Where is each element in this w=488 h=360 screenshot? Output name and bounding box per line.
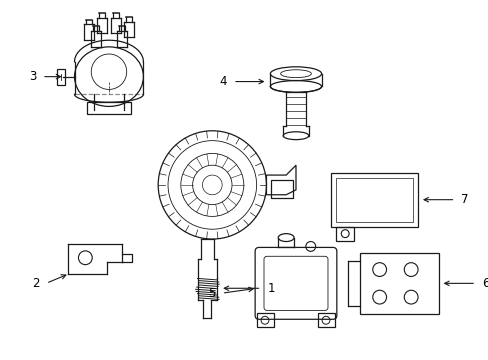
Text: 4: 4 <box>219 75 226 88</box>
Text: 3: 3 <box>29 70 36 83</box>
Text: 2: 2 <box>33 277 40 290</box>
Text: 6: 6 <box>481 277 488 290</box>
Text: 1: 1 <box>267 282 274 295</box>
Text: 7: 7 <box>460 193 468 206</box>
Text: 5: 5 <box>208 287 215 300</box>
